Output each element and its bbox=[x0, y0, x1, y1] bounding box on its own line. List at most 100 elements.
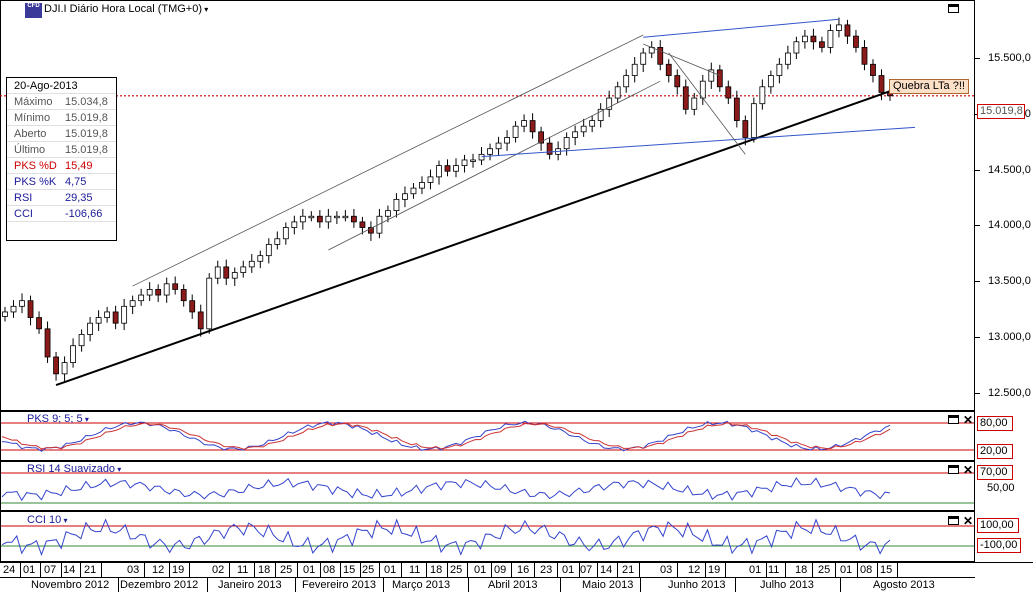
day-label: 18 bbox=[258, 564, 271, 576]
price-tick-label: 13.000,0 bbox=[988, 331, 1031, 343]
day-label: 03 bbox=[660, 564, 673, 576]
candle-body bbox=[725, 86, 732, 99]
cci-label-text: CCI 10 bbox=[27, 514, 62, 526]
day-label: 25 bbox=[450, 564, 463, 576]
candle-body bbox=[742, 120, 749, 138]
day-label: 01 bbox=[384, 564, 397, 576]
candle-body bbox=[104, 311, 111, 318]
price-panel[interactable] bbox=[0, 0, 975, 411]
info-row-value: 15.019,8 bbox=[65, 112, 108, 124]
candle-body bbox=[444, 165, 451, 172]
day-separator bbox=[467, 563, 468, 578]
candle-body bbox=[325, 215, 332, 223]
day-label: 11 bbox=[237, 564, 249, 576]
month-label: Janeiro 2013 bbox=[218, 579, 282, 591]
candle-body bbox=[282, 227, 289, 240]
candle-body bbox=[640, 52, 647, 65]
cci-panel[interactable] bbox=[0, 511, 975, 562]
chevron-down-icon[interactable]: ▾ bbox=[202, 5, 209, 14]
candle-body bbox=[299, 215, 306, 223]
candle-body bbox=[172, 283, 179, 290]
info-row-label: Último bbox=[14, 144, 46, 156]
candle-body bbox=[436, 165, 442, 178]
month-separator bbox=[840, 578, 841, 592]
price-tick-mark bbox=[975, 225, 980, 226]
day-label: 18 bbox=[430, 564, 443, 576]
rsi-label-text: RSI 14 Suavizado bbox=[27, 463, 116, 475]
info-row: Máximo 15.034,8 bbox=[7, 94, 116, 110]
day-separator bbox=[705, 563, 706, 578]
day-label: 07 bbox=[580, 564, 593, 576]
day-separator bbox=[61, 563, 62, 578]
pks-label[interactable]: PKS 9; 5; 5 ▾ bbox=[27, 413, 89, 425]
month-label: Maio 2013 bbox=[582, 579, 634, 591]
wedge-lower-line bbox=[481, 126, 916, 158]
info-row-value: 15,49 bbox=[65, 160, 93, 172]
chart-canvas[interactable] bbox=[0, 0, 975, 562]
cci-maximize-button[interactable] bbox=[948, 516, 959, 525]
info-row-value: -106,66 bbox=[65, 208, 103, 220]
candle-body bbox=[248, 260, 255, 268]
candle-body bbox=[614, 86, 621, 99]
day-label: 15 bbox=[880, 564, 893, 576]
day-label: 01 bbox=[474, 564, 487, 576]
annotation-label[interactable]: Quebra LTa ?!! bbox=[889, 79, 969, 94]
pks-close-icon[interactable]: ✕ bbox=[963, 413, 974, 427]
day-separator bbox=[835, 563, 836, 578]
candle-body bbox=[223, 266, 230, 279]
candle-body bbox=[146, 289, 153, 296]
info-row-value: 15.019,8 bbox=[65, 128, 108, 140]
rsi-label[interactable]: RSI 14 Suavizado ▾ bbox=[27, 463, 121, 475]
day-separator bbox=[360, 563, 361, 578]
month-axis[interactable]: Novembro 2012 Dezembro 2012 Janeiro 2013 Fe… bbox=[0, 577, 975, 592]
candle-body bbox=[129, 300, 136, 307]
rsi-panel[interactable] bbox=[0, 461, 975, 511]
month-label: Fevereiro 2013 bbox=[302, 579, 376, 591]
candle-body bbox=[393, 198, 400, 212]
candle-body bbox=[342, 215, 349, 219]
candle-body bbox=[291, 221, 298, 228]
candle-body bbox=[359, 221, 366, 228]
cci-close-icon[interactable]: ✕ bbox=[963, 514, 974, 528]
day-separator bbox=[40, 563, 41, 578]
pullback-line bbox=[643, 43, 720, 76]
day-separator bbox=[169, 563, 170, 578]
day-label: 14 bbox=[63, 564, 76, 576]
info-row-value: 29,35 bbox=[65, 192, 93, 204]
pks-maximize-button[interactable] bbox=[948, 415, 959, 424]
info-row-label: CCI bbox=[14, 208, 33, 220]
price-axis[interactable] bbox=[975, 0, 1033, 411]
current-price-box: 15.019,8 bbox=[977, 104, 1025, 119]
price-tick-label: 14.500,0 bbox=[988, 164, 1031, 176]
day-separator bbox=[340, 563, 341, 578]
price-tick-label: 15.500,0 bbox=[988, 52, 1031, 64]
candle-body bbox=[776, 63, 783, 76]
candle-body bbox=[189, 300, 196, 313]
candle-body bbox=[836, 24, 842, 31]
chevron-down-icon[interactable]: ▾ bbox=[115, 465, 122, 474]
month-label: Julho 2013 bbox=[760, 579, 814, 591]
day-axis[interactable]: 24 01 07 14 21 03 12 19 02 11 18 25 01 08 15 25 01 11 18 25… bbox=[0, 562, 975, 578]
rsi-close-icon[interactable]: ✕ bbox=[963, 463, 974, 477]
cci-label[interactable]: CCI 10 ▾ bbox=[27, 514, 68, 526]
day-separator bbox=[639, 563, 640, 578]
candle-body bbox=[759, 86, 766, 105]
chevron-down-icon[interactable]: ▾ bbox=[61, 516, 68, 525]
chevron-down-icon[interactable]: ▾ bbox=[82, 415, 89, 424]
day-label: 12 bbox=[688, 564, 701, 576]
day-separator bbox=[597, 563, 598, 578]
day-label: 03 bbox=[127, 564, 140, 576]
candle-body bbox=[487, 148, 493, 155]
pks-panel[interactable] bbox=[0, 411, 975, 461]
rsi-maximize-button[interactable] bbox=[948, 465, 959, 474]
month-label: Dezembro 2012 bbox=[120, 579, 199, 591]
day-label: 21 bbox=[84, 564, 97, 576]
maximize-button[interactable] bbox=[948, 4, 959, 13]
chart-title[interactable]: DJI.I Diário Hora Local (TMG+0) ▾ bbox=[44, 3, 208, 15]
candle-body bbox=[784, 52, 791, 65]
day-label: 08 bbox=[323, 564, 336, 576]
day-separator bbox=[766, 563, 767, 578]
candle-body bbox=[563, 137, 570, 150]
day-label: 02 bbox=[212, 564, 225, 576]
candle-body bbox=[274, 238, 281, 245]
